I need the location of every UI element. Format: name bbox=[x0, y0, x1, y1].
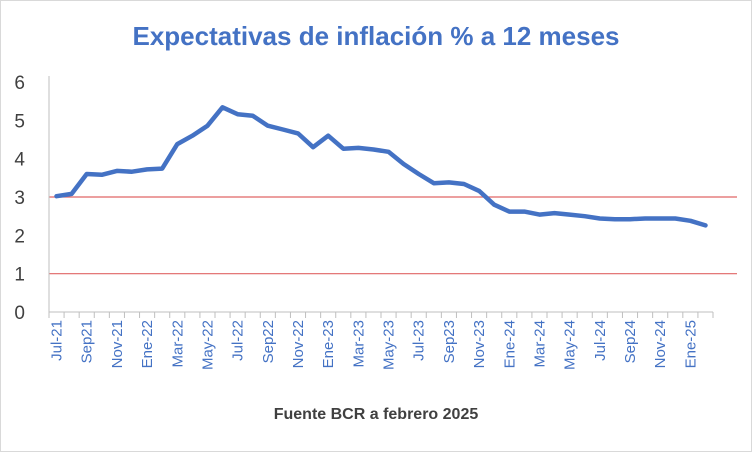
x-tick-label: Nov-23 bbox=[471, 320, 488, 368]
x-tick-label: Jul-24 bbox=[592, 320, 609, 361]
x-tick-label: Jul-22 bbox=[230, 320, 247, 361]
x-tick-label: May-24 bbox=[562, 320, 579, 370]
x-tick-label: Mar-23 bbox=[350, 320, 367, 368]
x-tick-label: Sep22 bbox=[260, 320, 277, 363]
x-tick-label: Ene-22 bbox=[139, 320, 156, 368]
series-line-0 bbox=[54, 105, 708, 228]
x-tick-label: Mar-24 bbox=[531, 320, 548, 368]
x-tick-label: Sep21 bbox=[79, 320, 96, 363]
x-tick-label: Nov-21 bbox=[109, 320, 126, 368]
x-tick-label: Sep23 bbox=[441, 320, 458, 363]
source-note: Fuente BCR a febrero 2025 bbox=[274, 406, 479, 423]
y-tick-label: 0 bbox=[14, 303, 25, 324]
x-tick-label: Mar-22 bbox=[169, 320, 186, 368]
chart-title: Expectativas de inflación % a 12 meses bbox=[132, 21, 619, 51]
x-tick-label: Jul-23 bbox=[411, 320, 428, 361]
x-tick-label: Sep24 bbox=[622, 320, 639, 363]
x-tick-label: Ene-24 bbox=[501, 320, 518, 368]
x-tick-label: Jul-21 bbox=[49, 320, 66, 361]
x-tick-label: Nov-24 bbox=[652, 320, 669, 368]
x-tick-label: May-22 bbox=[199, 320, 216, 370]
x-tick-label: May-23 bbox=[381, 320, 398, 370]
y-tick-label: 4 bbox=[14, 150, 25, 171]
x-tick-label: Ene-23 bbox=[320, 320, 337, 368]
y-tick-label: 6 bbox=[14, 73, 25, 94]
y-tick-label: 5 bbox=[14, 111, 25, 132]
y-tick-label: 2 bbox=[14, 226, 25, 247]
y-tick-label: 3 bbox=[14, 188, 25, 209]
y-tick-label: 1 bbox=[14, 265, 25, 286]
x-tick-label: Ene-25 bbox=[682, 320, 699, 368]
x-tick-label: Nov-22 bbox=[290, 320, 307, 368]
